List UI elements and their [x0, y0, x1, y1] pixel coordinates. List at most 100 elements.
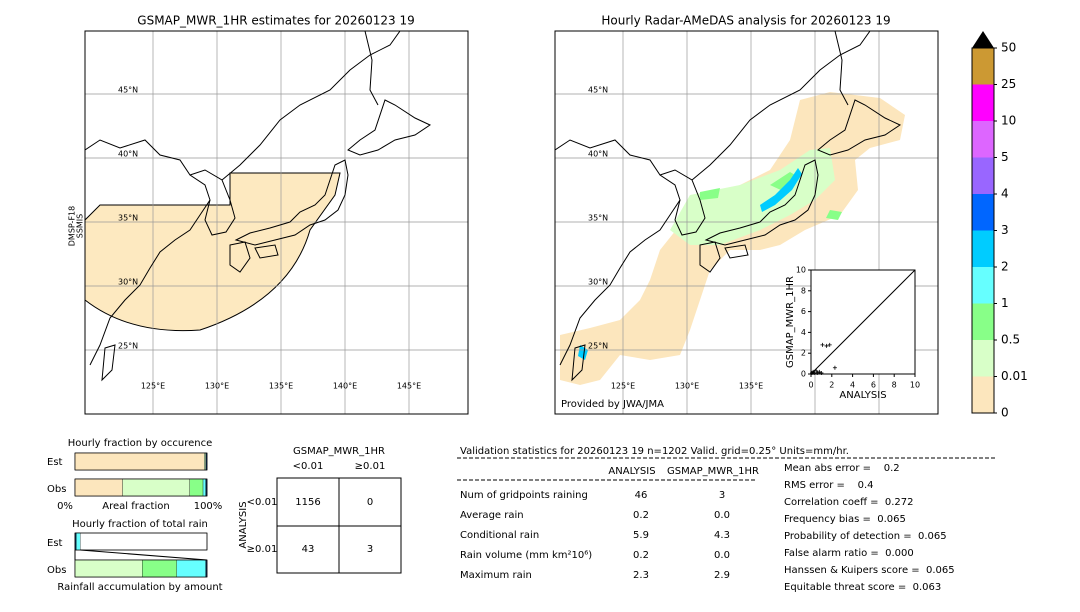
- score: False alarm ratio = 0.000: [784, 548, 914, 559]
- lat-label: 25°N: [588, 342, 608, 351]
- row-label: Maximum rain: [460, 570, 532, 581]
- cell: 3: [719, 490, 725, 501]
- colorbar: 0 0.01 0.5 1 2 3 4 5 10 25 50: [971, 31, 1028, 420]
- colorbar-label: 10: [1001, 114, 1016, 128]
- cell: 0.0: [714, 510, 730, 521]
- score: Equitable threat score = 0.063: [784, 582, 941, 593]
- lon-label: 140°E: [333, 382, 357, 391]
- lat-label: 40°N: [118, 150, 138, 159]
- colorbar-label: 0.5: [1001, 333, 1020, 347]
- color-swatch: [972, 340, 994, 377]
- lon-label: 130°E: [675, 382, 699, 391]
- point: [820, 342, 825, 347]
- row-label: Num of gridpoints raining: [460, 490, 588, 501]
- lon-label: 145°E: [397, 382, 421, 391]
- right-map: [555, 31, 938, 414]
- bar-frame: [74, 532, 208, 551]
- y-tick-label: 8: [801, 286, 806, 295]
- color-swatch: [972, 303, 994, 340]
- point: [815, 370, 820, 375]
- color-swatch: [972, 267, 994, 304]
- bar-segment: [122, 478, 190, 497]
- bar-frame: [74, 532, 208, 551]
- row-label: Average rain: [460, 510, 524, 521]
- score: Frequency bias = 0.065: [784, 514, 906, 525]
- cell: 3: [367, 544, 373, 555]
- bar-frame: [74, 452, 208, 471]
- stats-header: Validation statistics for 20260123 19 n=…: [460, 446, 849, 457]
- bar-segment: [76, 532, 81, 551]
- bar-segment: [176, 559, 206, 578]
- rain-area: [700, 172, 842, 220]
- colorbar-label: 50: [1001, 41, 1016, 55]
- bar-segment: [202, 478, 206, 497]
- lat-label: 45°N: [118, 86, 138, 95]
- col-header: <0.01: [293, 461, 324, 472]
- bar-segment: [189, 478, 204, 497]
- bar-segment: [204, 452, 206, 471]
- color-swatch: [972, 376, 994, 413]
- lon-label: 135°E: [269, 382, 293, 391]
- lon-label: 130°E: [205, 382, 229, 391]
- x-tick-label: 4: [850, 381, 855, 390]
- score: Probability of detection = 0.065: [784, 531, 947, 542]
- rain-area: [670, 148, 835, 245]
- colorbar-label: 2: [1001, 260, 1009, 274]
- sensor-label: SSMIS: [76, 214, 85, 239]
- col-header: ANALYSIS: [608, 466, 655, 477]
- lon-label: 135°E: [739, 382, 763, 391]
- axis-label: 0%: [57, 501, 73, 512]
- lon-label: 125°E: [141, 382, 165, 391]
- row-label: Rain volume (mm km²10⁶): [460, 550, 592, 561]
- lat-label: 25°N: [118, 342, 138, 351]
- lon-label: 125°E: [611, 382, 635, 391]
- y-tick-label: 10: [796, 266, 806, 275]
- map-frame: [554, 30, 939, 415]
- lat-label: 35°N: [588, 214, 608, 223]
- extend-triangle: [972, 31, 994, 48]
- colorbar-label: 3: [1001, 223, 1009, 237]
- cell: 43: [302, 544, 315, 555]
- table-title: GSMAP_MWR_1HR: [293, 446, 385, 457]
- cell: 2.3: [633, 570, 649, 581]
- cell: 5.9: [633, 530, 649, 541]
- bar-frame: [74, 559, 208, 578]
- connector: [74, 549, 208, 561]
- axis-title: Rainfall accumulation by amount: [57, 582, 222, 593]
- point: [819, 370, 824, 375]
- row-title: ANALYSIS: [238, 501, 249, 548]
- fraction-bars: [74, 452, 208, 578]
- x-tick-label: 6: [871, 381, 876, 390]
- colorbar-label: 25: [1001, 77, 1016, 91]
- x-axis-title: ANALYSIS: [839, 390, 886, 401]
- left-map: [85, 31, 468, 414]
- stats-table: Num of gridpoints raining 46 3 Average rain…: [460, 463, 955, 593]
- lat-label: 45°N: [588, 86, 608, 95]
- row-header: ≥0.01: [247, 544, 278, 555]
- col-header: ≥0.01: [355, 461, 386, 472]
- lat-label: 35°N: [118, 214, 138, 223]
- x-tick-label: 8: [892, 381, 897, 390]
- point: [832, 365, 837, 370]
- x-tick-label: 10: [910, 381, 920, 390]
- colorbar-label: 0.01: [1001, 369, 1028, 383]
- lat-label: 30°N: [588, 278, 608, 287]
- map-title: GSMAP_MWR_1HR estimates for 20260123 19: [137, 14, 414, 28]
- cell: 0.0: [714, 550, 730, 561]
- lat-label: 40°N: [588, 150, 608, 159]
- cell: 4.3: [714, 530, 730, 541]
- point: [814, 368, 819, 373]
- color-swatch: [972, 157, 994, 194]
- row-label: Obs: [47, 484, 66, 495]
- colorbar-label: 1: [1001, 296, 1009, 310]
- row-header: <0.01: [247, 497, 278, 508]
- color-swatch: [972, 48, 994, 85]
- lat-label: 30°N: [118, 278, 138, 287]
- point: [817, 369, 822, 374]
- cell: 46: [635, 490, 648, 501]
- map-title: Hourly Radar-AMeDAS analysis for 2026012…: [601, 14, 890, 28]
- axis-label: 100%: [194, 501, 223, 512]
- y-tick-label: 4: [801, 328, 806, 337]
- y-axis-title: GSMAP_MWR_1HR: [785, 276, 796, 368]
